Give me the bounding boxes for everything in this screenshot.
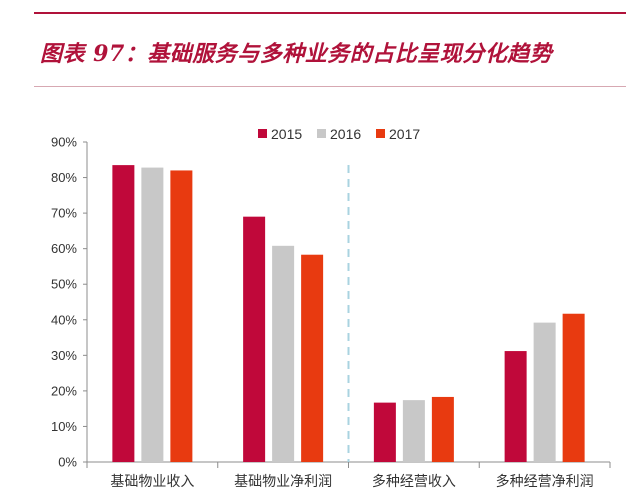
axes: 0% 10% 20% 30% 40% 50% 60% 70% 80% 90% 基础物业收入 基础物业净… (51, 135, 611, 490)
y-tick-label: 90% (51, 135, 77, 150)
y-tick-label: 60% (51, 241, 77, 256)
bar-2015-1 (243, 216, 266, 462)
top-rule (34, 12, 626, 14)
legend: 2015 2016 2017 (258, 126, 420, 142)
y-tick-label: 70% (51, 206, 77, 221)
y-tick-label: 20% (51, 383, 77, 398)
y-tick-label: 10% (51, 419, 77, 434)
legend-swatch-2016 (317, 129, 326, 138)
x-category-label: 基础物业收入 (110, 473, 194, 490)
title-rule (34, 86, 626, 87)
bar-2016-2 (402, 400, 425, 462)
y-tick-label: 40% (51, 312, 77, 327)
y-tick-label: 0% (58, 455, 77, 470)
y-tick-label: 30% (51, 348, 77, 363)
bar-2017-1 (301, 254, 324, 462)
x-category-label: 基础物业净利润 (234, 473, 332, 490)
legend-swatch-2017 (376, 129, 385, 138)
bar-2016-3 (533, 322, 556, 462)
bar-2016-1 (272, 245, 295, 462)
legend-label-2015: 2015 (271, 126, 302, 142)
figure-title: 图表 97：基础服务与多种业务的占比呈现分化趋势 (40, 41, 553, 67)
legend-label-2017: 2017 (389, 126, 420, 142)
bar-2017-0 (170, 170, 193, 462)
y-tick-label: 50% (51, 277, 77, 292)
bar-2017-2 (431, 396, 454, 462)
bar-2017-3 (562, 313, 585, 462)
x-category-label: 多种经营净利润 (496, 473, 594, 490)
bars (112, 165, 585, 462)
bar-2015-3 (504, 351, 527, 462)
bar-2015-0 (112, 165, 135, 462)
legend-swatch-2015 (258, 129, 267, 138)
x-category-label: 多种经营收入 (372, 473, 456, 490)
bar-2016-0 (141, 167, 164, 462)
y-tick-label: 80% (51, 170, 77, 185)
legend-label-2016: 2016 (330, 126, 361, 142)
bar-2015-2 (373, 402, 396, 462)
